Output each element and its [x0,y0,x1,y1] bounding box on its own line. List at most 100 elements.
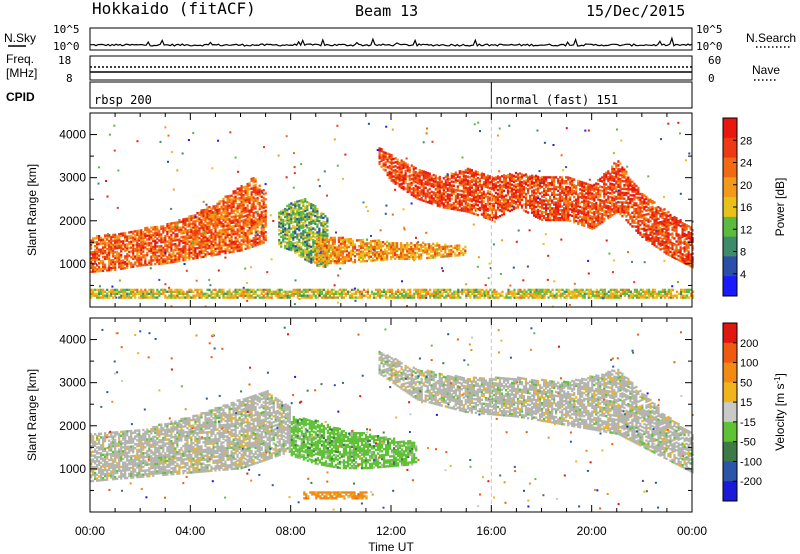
power-cell [314,253,317,256]
power-cell [472,189,475,192]
power-cell [428,180,431,183]
power-cell [325,254,328,257]
power-cell [331,254,334,257]
power-cell [382,154,385,158]
power-cell [190,230,193,233]
power-cell [402,180,405,183]
power-cell [442,188,445,192]
power-cell [224,238,227,241]
power-cell [252,196,255,199]
power-cell [434,188,437,191]
power-cell [603,194,606,197]
power-cell [508,180,512,184]
power-cell [520,196,524,199]
power-cell [645,195,648,199]
power-cell [402,174,405,177]
power-cell [424,245,427,248]
power-cell [607,172,610,175]
power-cell [254,236,257,239]
power-cell [250,187,253,190]
power-cell [545,183,548,187]
power-cell [631,217,634,220]
power-cell [591,204,594,207]
power-cell [210,211,213,214]
power-cell [593,212,596,216]
power-cell [136,257,139,260]
power-cell [162,252,165,255]
power-cell [438,248,441,251]
power-cell [394,246,397,249]
power-cell [402,255,405,259]
power-cell [418,186,421,189]
power-cell [323,250,326,253]
power-cell [601,186,604,189]
power-cell [454,200,457,203]
power-cell [514,179,518,182]
power-cell [198,229,201,232]
power-cell [208,223,211,226]
power-cell [196,235,199,238]
power-cell [669,213,672,217]
power-cell [230,204,233,207]
power-cell [559,193,562,196]
power-cell [607,205,610,208]
power-cell [168,236,171,239]
power-cell [498,209,502,212]
power-cell [218,200,221,203]
power-cell [488,175,491,178]
power-cell [553,182,556,185]
power-cell [436,242,439,245]
power-cell [194,237,197,240]
power-cell [116,258,119,261]
power-cell [541,206,544,210]
power-cell [196,243,199,246]
power-cell [236,209,239,212]
power-cell [168,222,171,225]
power-cell [617,164,620,167]
power-cell [627,178,630,181]
power-cell [365,238,369,241]
power-cell [256,200,259,204]
power-cell [543,178,546,181]
power-cell [599,204,602,208]
power-cell [480,186,483,189]
power-cell [316,211,319,215]
power-cell [404,179,407,182]
power-cell [400,244,403,247]
power-cell [188,234,191,238]
power-cell [649,229,652,232]
power-cell [192,237,195,241]
power-cell [202,216,205,220]
power-cell [583,197,586,200]
power-cell [533,212,536,215]
power-cell [164,258,167,261]
power-cell [454,181,457,184]
power-cell [380,258,383,261]
power-cell [400,165,403,168]
power-cell [214,232,217,235]
power-cell [384,242,387,246]
power-cell [623,197,626,200]
power-cell [539,178,542,182]
power-cell [310,255,313,258]
power-cell [609,192,612,195]
power-cell [522,189,526,193]
power-cell [613,210,616,214]
power-cell [500,186,504,190]
power-cell [212,213,215,216]
power-cell [134,255,137,258]
power-cell [410,255,413,259]
power-cell [613,212,616,215]
power-cell [90,260,93,264]
power-cell [406,249,409,253]
power-cell [593,195,596,198]
power-cell [472,173,475,177]
power-cell [524,196,528,200]
power-cell [284,213,287,217]
power-cell [321,238,324,242]
power-cell [577,183,580,187]
power-cell [553,209,556,212]
power-cell [434,184,437,187]
power-cell [635,202,638,205]
power-cell [563,201,566,204]
